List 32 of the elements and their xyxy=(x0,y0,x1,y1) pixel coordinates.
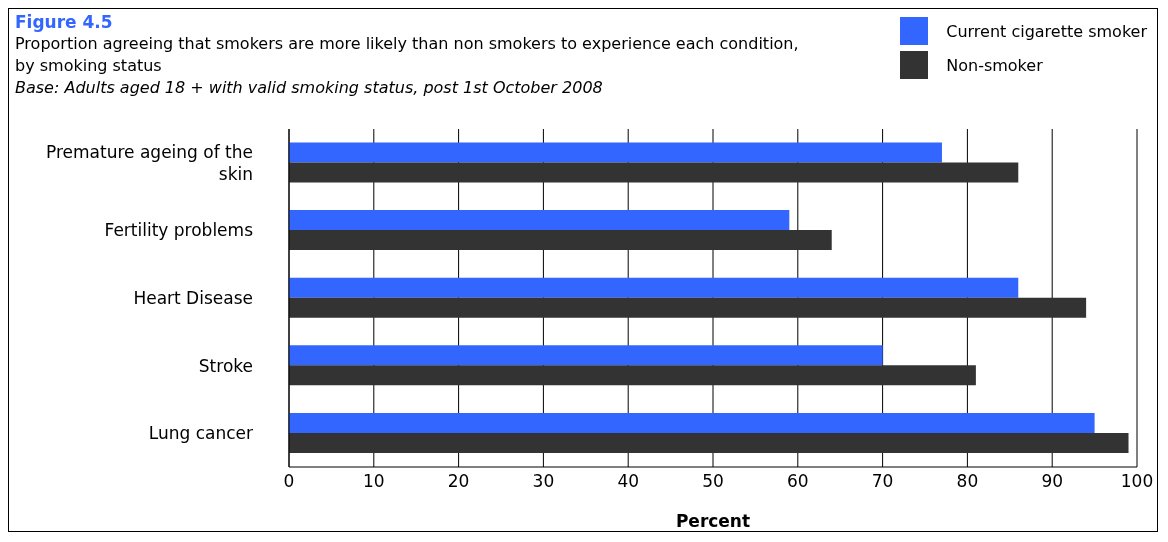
x-tick-label: 60 xyxy=(786,471,809,492)
x-tick-label: 80 xyxy=(956,471,979,492)
bar xyxy=(289,365,976,386)
text: Figure 4.5 xyxy=(15,11,114,33)
bar xyxy=(289,210,790,231)
chart-subtitle: Proportion agreeing that smokers are more likely than non smokers to experience each condition, by smoking status xyxy=(15,33,800,77)
text: Base: Adults aged 18 + with valid smoking status, post 1st October 2008 xyxy=(15,77,604,99)
x-tick-label: 10 xyxy=(362,471,385,492)
bar xyxy=(289,345,883,366)
x-tick-label: 70 xyxy=(871,471,894,492)
bar xyxy=(289,162,1019,183)
y-tick-label: Lung cancer xyxy=(148,423,254,444)
y-tick-label: Stroke xyxy=(198,355,253,376)
x-tick-label: 30 xyxy=(532,471,555,492)
x-axis-title: Percent xyxy=(675,511,751,531)
x-tick-label: 90 xyxy=(1041,471,1064,492)
y-tick-label: Fertility problems xyxy=(104,220,254,241)
y-tick-label: Premature ageing of the skin xyxy=(46,141,253,184)
bar xyxy=(289,297,1087,318)
legend-label: Non-smoker xyxy=(946,55,1043,75)
bar xyxy=(289,142,942,163)
x-tick-label: 50 xyxy=(702,471,724,492)
y-tick-label: Heart Disease xyxy=(133,288,253,308)
bar xyxy=(289,412,1095,433)
x-tick-label: 100 xyxy=(1120,471,1154,492)
x-tick-label: 40 xyxy=(617,471,640,492)
bar xyxy=(289,230,832,251)
bar xyxy=(289,277,1019,298)
x-tick-label: 0 xyxy=(283,471,295,492)
bar xyxy=(289,432,1129,453)
legend-label: Current cigarette smoker xyxy=(946,21,1147,41)
x-tick-label: 20 xyxy=(447,471,470,492)
